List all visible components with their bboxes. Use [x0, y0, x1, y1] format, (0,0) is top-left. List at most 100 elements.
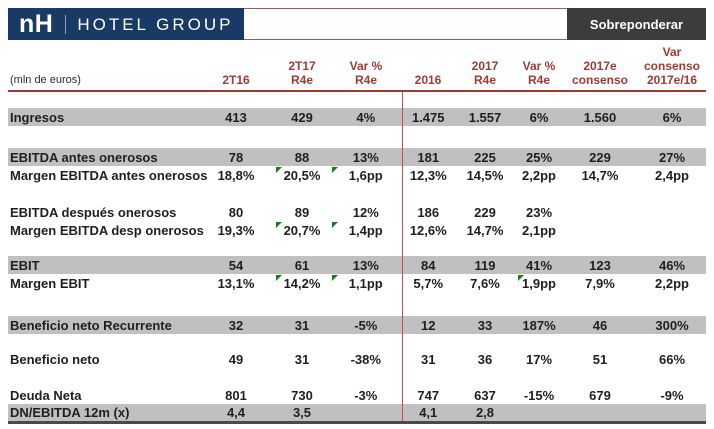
value-cell: 19,3%: [217, 222, 255, 238]
value-cell: 2,8: [454, 404, 516, 422]
spacer-row: [8, 126, 706, 148]
value-cell: 1.475: [401, 108, 454, 126]
value-cell: 181: [401, 148, 454, 166]
value-cell: 4,1: [401, 404, 454, 422]
value-cell: -5%: [330, 316, 402, 334]
value-cell: 4%: [330, 108, 402, 126]
value-cell: 41%: [516, 256, 562, 274]
value-cell: 229: [562, 148, 638, 166]
table-row: Beneficio neto 49 31 -38% 31 36 17% 51 66%: [8, 350, 706, 368]
spacer-row: [8, 334, 706, 350]
value-cell: 49: [228, 351, 244, 367]
value-cell: 31: [294, 351, 310, 367]
cell-indicator-triangle-icon: [276, 222, 282, 228]
column-header-line: 2T16: [222, 73, 250, 87]
value-cell: 20,7%: [274, 221, 330, 239]
row-label: EBITDA antes onerosos: [8, 148, 198, 166]
spacer-cell: [401, 368, 706, 386]
value-cell: 13%: [330, 148, 402, 166]
value-cell: 46%: [638, 256, 706, 274]
value-cell: 1,1pp: [330, 274, 402, 292]
column-header-line: Var %: [349, 59, 383, 73]
value-cell: 12,6%: [401, 221, 454, 239]
column-header-line: 2017: [471, 59, 499, 73]
table-row: Margen EBITDA antes onerosos 18,8% 20,5% 1,…: [8, 166, 706, 184]
spacer-row: [8, 91, 706, 108]
spacer-cell: [401, 239, 706, 256]
table-row: DN/EBITDA 12m (x) 4,4 3,5 4,1 2,8: [8, 404, 706, 422]
table-row: Beneficio neto Recurrente 32 31 -5% 12 33 187%…: [8, 316, 706, 334]
column-header: 2017e consenso: [562, 40, 638, 92]
value-cell: 12: [401, 316, 454, 334]
table-row: EBITDA después onerosos 80 89 12% 186 229 23%: [8, 203, 706, 221]
column-header: 2T17 R4e: [274, 40, 330, 92]
value-cell: 1,4pp: [330, 221, 402, 239]
value-cell: 2,1pp: [522, 222, 556, 238]
value-cell: 84: [401, 256, 454, 274]
table-row: Margen EBIT 13,1% 14,2% 1,1pp 5,7% 7,6% 1,9pp 7…: [8, 274, 706, 292]
cell-indicator-triangle-icon: [332, 167, 338, 173]
value-cell: -9%: [660, 387, 684, 403]
logo-divider: [65, 14, 67, 34]
value-cell: 229: [474, 204, 496, 220]
value-cell: [330, 404, 402, 422]
spacer-cell: [8, 334, 402, 350]
cell-indicator-triangle-icon: [276, 167, 282, 173]
spacer-cell: [401, 292, 706, 316]
column-header-line: consenso: [571, 73, 628, 87]
value-cell: 13%: [330, 256, 402, 274]
column-header-line: Var: [662, 45, 682, 59]
value-cell: 1,6pp: [330, 166, 402, 184]
value-cell: 36: [477, 351, 493, 367]
value-cell: 7,6%: [470, 275, 500, 291]
table-row: EBIT 54 61 13% 84 119 41% 123 46%: [8, 256, 706, 274]
value-cell: 33: [454, 316, 516, 334]
value-cell: 801: [225, 387, 247, 403]
logo-wordmark: HOTEL GROUP: [77, 14, 234, 34]
value-cell: 14,5%: [466, 167, 504, 183]
value-cell: 4,4: [198, 404, 274, 422]
row-label: Deuda Neta: [10, 387, 82, 403]
spacer-cell: [401, 126, 706, 148]
spacer-cell: [8, 91, 402, 108]
value-cell: [516, 404, 562, 422]
value-cell: [638, 221, 706, 239]
table-row: Deuda Neta 801 730 -3% 747 637 -15% 679 -9%: [8, 386, 706, 404]
report-page: nH HOTEL GROUP Sobreponderar (mln de eur…: [8, 8, 706, 424]
value-cell: 187%: [516, 316, 562, 334]
value-cell: 679: [589, 387, 611, 403]
cell-indicator-triangle-icon: [518, 275, 524, 281]
value-cell: 31: [401, 350, 454, 368]
value-cell: [562, 404, 638, 422]
value-cell: -15%: [523, 387, 555, 403]
spacer-row: [8, 184, 706, 203]
value-cell: 1,9pp: [516, 274, 562, 292]
column-header-line: 2T17: [288, 59, 316, 73]
value-cell: [562, 221, 638, 239]
table-row: EBITDA antes onerosos 78 88 13% 181 225 25% 229…: [8, 148, 706, 166]
column-header-line: R4e: [354, 73, 377, 87]
value-cell: 14,2%: [274, 274, 330, 292]
row-label: EBIT: [8, 256, 198, 274]
spacer-cell: [8, 239, 402, 256]
value-cell: 2,4pp: [655, 167, 689, 183]
column-header-line: Var %: [522, 59, 556, 73]
value-cell: 88: [274, 148, 330, 166]
value-cell: 89: [294, 204, 310, 220]
value-cell: 2,2pp: [522, 167, 556, 183]
spacer-cell: [8, 126, 402, 148]
row-label: Beneficio neto: [10, 351, 100, 367]
value-cell: 12,3%: [401, 166, 454, 184]
nh-hotel-group-logo: nH HOTEL GROUP: [8, 8, 244, 40]
row-label: Beneficio neto Recurrente: [8, 316, 198, 334]
row-label: EBITDA después onerosos: [10, 204, 177, 220]
value-cell: 51: [592, 351, 608, 367]
value-cell: 27%: [638, 148, 706, 166]
value-cell: 14,7%: [466, 222, 504, 238]
value-cell: 31: [274, 316, 330, 334]
cell-indicator-triangle-icon: [276, 275, 282, 281]
rating-badge: Sobreponderar: [567, 8, 706, 40]
value-cell: 12%: [352, 204, 379, 220]
row-label: Ingresos: [8, 108, 198, 126]
column-header-line: R4e: [290, 73, 313, 87]
